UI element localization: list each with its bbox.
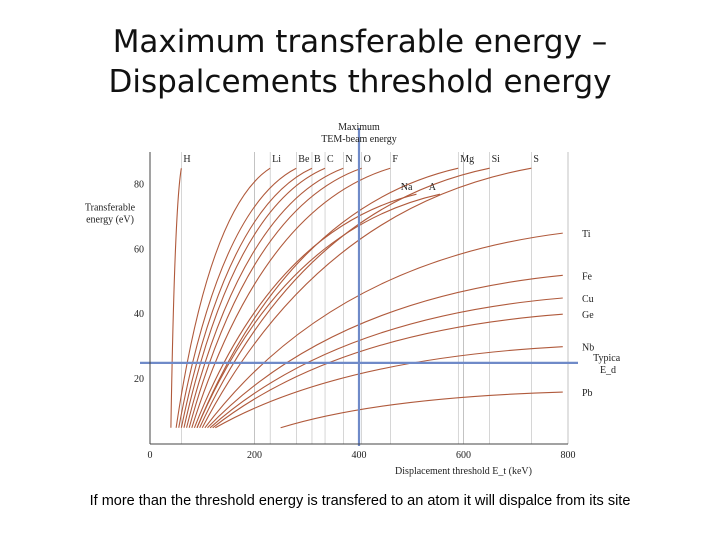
curve-a xyxy=(196,193,441,428)
x-tick-label: 0 xyxy=(148,450,153,461)
curve-pb xyxy=(280,391,563,429)
series-label-c: C xyxy=(327,154,334,165)
x-axis-label: Displacement threshold E_t (keV) xyxy=(395,466,532,477)
series-label-a: A xyxy=(429,182,437,193)
typical-sublabel: E_d xyxy=(600,365,616,376)
slide-caption: If more than the threshold energy is tra… xyxy=(89,493,631,509)
curve-mg xyxy=(196,167,459,428)
series-label-na: Na xyxy=(401,182,413,193)
series-label-be: Be xyxy=(298,154,310,165)
curve-na xyxy=(193,193,417,428)
title-line-2: Dispalcements threshold energy xyxy=(108,64,612,100)
series-label-ge: Ge xyxy=(582,310,594,321)
series-label-pb: Pb xyxy=(582,388,593,399)
y-tick-label: 80 xyxy=(134,179,144,190)
y-tick-label: 20 xyxy=(134,374,144,385)
x-tick-label: 800 xyxy=(561,450,576,461)
curve-c xyxy=(183,167,326,428)
y-tick-label: 60 xyxy=(134,244,144,255)
slide-title: Maximum transferable energy – Dispalceme… xyxy=(0,22,720,102)
y-axis-label: energy (eV) xyxy=(86,214,134,225)
top-label: TEM-beam energy xyxy=(321,134,397,145)
series-label-s: S xyxy=(533,154,539,165)
x-tick-label: 200 xyxy=(247,450,262,461)
series-label-nb: Nb xyxy=(582,343,594,354)
y-axis-label: Transferable xyxy=(85,202,136,213)
top-label: Maximum xyxy=(338,122,380,133)
reference-lines xyxy=(140,128,578,446)
x-tick-label: 600 xyxy=(456,450,471,461)
series-label-cu: Cu xyxy=(582,294,594,305)
curve-o xyxy=(188,167,362,428)
x-tick-label: 400 xyxy=(352,450,367,461)
series-label-si: Si xyxy=(492,154,501,165)
curve-h xyxy=(170,168,182,428)
curve-n xyxy=(186,167,344,428)
typical-label: Typical xyxy=(593,353,620,364)
series-label-h: H xyxy=(183,154,190,165)
title-line-1: Maximum transferable energy – xyxy=(112,24,608,60)
series-label-o: O xyxy=(364,154,371,165)
curve-fe xyxy=(207,274,563,429)
chart-labels: 0 200 400 600 800 20 40 60 80 Displacement thresh… xyxy=(85,122,620,477)
curve-nb xyxy=(215,346,563,429)
curve-si xyxy=(199,167,490,429)
series-label-li: Li xyxy=(272,154,281,165)
series-label-fe: Fe xyxy=(582,271,593,282)
energy-chart: 0 200 400 600 800 20 40 60 80 Displacement thresh… xyxy=(85,122,620,477)
curve-ge xyxy=(212,313,563,429)
curve-b xyxy=(180,167,313,428)
curve-be xyxy=(178,167,297,428)
series-label-b: B xyxy=(314,154,321,165)
curve-s xyxy=(201,167,532,429)
element-curves xyxy=(170,167,563,429)
series-label-ti: Ti xyxy=(582,229,591,240)
y-tick-label: 40 xyxy=(134,309,144,320)
series-label-n: N xyxy=(345,154,352,165)
chart-axes xyxy=(149,152,568,445)
series-label-mg: Mg xyxy=(460,154,474,165)
curve-li xyxy=(175,167,271,428)
curve-ti xyxy=(204,232,563,429)
curve-f xyxy=(191,167,391,428)
series-label-f: F xyxy=(392,154,398,165)
